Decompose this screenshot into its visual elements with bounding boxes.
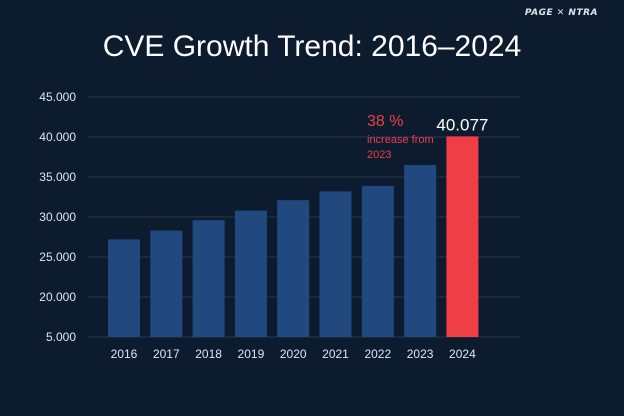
chart-title: CVE Growth Trend: 2016–2024 [102, 30, 522, 63]
y-tick-label: 25.000 [39, 250, 76, 264]
bar-2019 [234, 210, 267, 337]
bar-2017 [150, 230, 183, 337]
y-tick-label: 5.000 [46, 330, 76, 344]
annotation-line1: increase from [367, 134, 434, 146]
x-tick-label: 2020 [280, 347, 307, 361]
bar-2018 [192, 220, 225, 337]
x-tick-label: 2018 [195, 347, 222, 361]
bars [108, 136, 479, 337]
data-label-2024: 40.077 [436, 115, 488, 134]
y-tick-label: 45.000 [39, 90, 76, 104]
bar-2016 [108, 239, 140, 337]
x-tick-label: 2023 [407, 347, 434, 361]
x-tick-label: 2024 [449, 347, 476, 361]
data-labels: 40.077 [436, 115, 488, 134]
bar-2021 [319, 191, 352, 337]
bar-2023 [404, 165, 437, 337]
y-tick-label: 20.000 [39, 290, 76, 304]
x-tick-label: 2019 [238, 347, 265, 361]
brand-logo: PAGE ✕ NTRA [524, 8, 598, 18]
y-tick-label: 35.000 [39, 170, 76, 184]
x-tick-label: 2022 [364, 347, 391, 361]
y-tick-label: 40.000 [39, 130, 76, 144]
y-axis-ticks: 5.000 20.000 25.000 30.000 35.000 40.000 45.00… [39, 90, 76, 344]
x-tick-label: 2017 [153, 347, 180, 361]
bar-2022 [361, 185, 394, 337]
x-tick-label: 2021 [322, 347, 349, 361]
bar-2024 [446, 136, 479, 337]
x-axis-ticks: 2016 2017 2018 2019 2020 2021 2022 2023 2024 [111, 347, 476, 361]
annotation-percent: 38 % [367, 113, 403, 130]
annotation-line2: 2023 [367, 149, 391, 161]
bar-2020 [277, 200, 310, 337]
annotation: 38 % increase from 2023 [367, 113, 434, 161]
y-tick-label: 30.000 [39, 210, 76, 224]
x-tick-label: 2016 [111, 347, 138, 361]
